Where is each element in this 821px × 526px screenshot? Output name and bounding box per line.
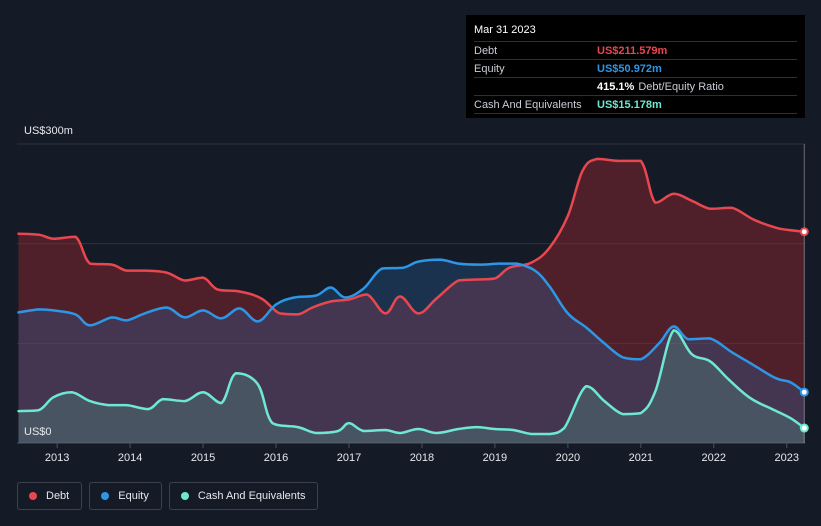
- chart-legend: Debt Equity Cash And Equivalents: [17, 482, 319, 510]
- debt-end-marker: [799, 227, 809, 237]
- cash-end-marker: [799, 423, 809, 433]
- legend-item-debt[interactable]: Debt: [17, 482, 83, 510]
- tooltip-ratio-value: 415.1%: [597, 80, 635, 93]
- tooltip-row-debt: Debt US$211.579m: [474, 41, 797, 59]
- x-tick-label: 2019: [483, 452, 507, 464]
- legend-cash-label: Cash And Equivalents: [197, 490, 306, 502]
- tooltip-equity-label: Equity: [474, 62, 505, 75]
- x-tick-label: 2017: [337, 452, 361, 464]
- x-tick-label: 2021: [629, 452, 653, 464]
- equity-area: [18, 259, 805, 443]
- x-axis-ticks: 2013 2014 2015 2016 2017 2018 2019 2020 2021 2022…: [45, 443, 799, 464]
- equity-line: [17, 258, 806, 394]
- future-shade: [804, 144, 805, 443]
- legend-item-equity[interactable]: Equity: [89, 482, 162, 510]
- end-markers: [799, 227, 809, 433]
- tooltip-ratio-label: Debt/Equity Ratio: [638, 80, 724, 93]
- legend-item-cash[interactable]: Cash And Equivalents: [168, 482, 319, 510]
- x-tick-label: 2015: [191, 452, 215, 464]
- tooltip-row-cash: Cash And Equivalents US$15.178m: [474, 95, 797, 114]
- x-tick-label: 2013: [45, 452, 69, 464]
- x-tick-label: 2018: [410, 452, 434, 464]
- debt-dot-icon: [29, 492, 37, 500]
- equity-dot-icon: [101, 492, 110, 500]
- tooltip-row-ratio: 415.1% Debt/Equity Ratio: [474, 77, 797, 95]
- cash-dot-icon: [180, 492, 189, 500]
- tooltip-equity-value: US$50.972m: [597, 62, 662, 75]
- legend-equity-label: Equity: [118, 490, 149, 502]
- cash-line: [17, 329, 806, 436]
- equity-end-marker: [799, 387, 809, 397]
- tooltip-date: Mar 31 2023: [474, 24, 536, 36]
- tooltip-row-equity: Equity US$50.972m: [474, 59, 797, 77]
- tooltip-cash-value: US$15.178m: [597, 98, 662, 111]
- tooltip-cash-label: Cash And Equivalents: [474, 98, 582, 111]
- grid-lines: [17, 143, 805, 444]
- data-tooltip: Mar 31 2023 Debt US$211.579m Equity US$5…: [466, 15, 805, 118]
- x-tick-label: 2020: [556, 452, 580, 464]
- x-tick-label: 2022: [702, 452, 726, 464]
- tooltip-debt-label: Debt: [474, 44, 498, 57]
- series-areas: [18, 158, 805, 443]
- y-axis-top-label: US$300m: [24, 125, 73, 137]
- y-axis-bottom-label: US$0: [24, 426, 52, 438]
- debt-area: [18, 158, 805, 443]
- cash-area: [18, 330, 805, 443]
- x-tick-label: 2023: [775, 452, 799, 464]
- x-tick-label: 2016: [264, 452, 288, 464]
- legend-debt-label: Debt: [46, 490, 70, 502]
- debt-line: [17, 157, 806, 316]
- tooltip-debt-value: US$211.579m: [597, 44, 668, 57]
- x-tick-label: 2014: [118, 452, 142, 464]
- series-lines: [17, 157, 806, 436]
